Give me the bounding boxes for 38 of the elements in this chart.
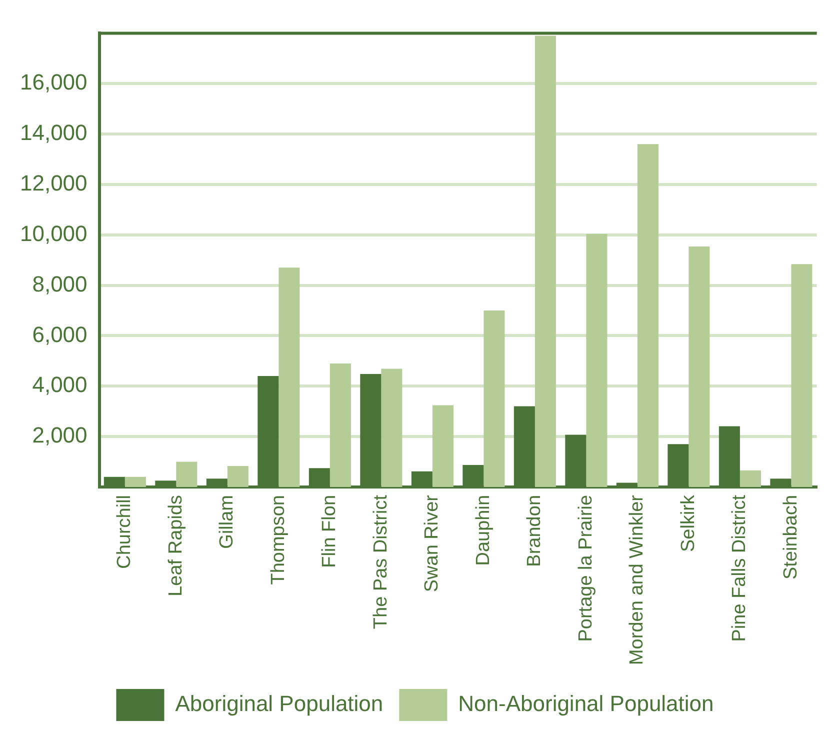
y-tick-label: 10,000	[20, 220, 88, 246]
bar	[124, 476, 146, 487]
bar	[534, 36, 556, 487]
y-tick-label: 14,000	[20, 120, 88, 146]
x-tick-label: Dauphin	[472, 494, 494, 566]
bar	[484, 310, 505, 487]
y-tick-label: 8,000	[32, 271, 88, 296]
x-tick-label: Thompson	[268, 494, 289, 585]
x-tick-label: Swan River	[422, 494, 443, 592]
x-tick-label: Flin Flon	[319, 494, 340, 568]
bar	[227, 466, 248, 487]
bar	[176, 462, 198, 487]
bar	[637, 144, 658, 487]
x-tick-label: Morden and Winkler	[626, 494, 648, 666]
y-tick-label: 12,000	[20, 170, 88, 196]
x-tick-label: Leaf Rapids	[165, 494, 186, 596]
bar	[688, 246, 710, 487]
legend-label: Non-Aboriginal Population	[458, 691, 714, 716]
bar	[740, 470, 761, 487]
y-tick-label: 6,000	[32, 322, 88, 347]
bar	[330, 363, 351, 487]
x-tick-label: Portage la Prairie	[575, 494, 596, 642]
y-tick-label: 2,000	[32, 422, 88, 448]
bar	[791, 264, 812, 487]
x-tick-label: Selkirk	[678, 494, 699, 552]
bar	[278, 268, 300, 487]
bar	[586, 234, 608, 487]
x-tick-label: Pine Falls District	[729, 494, 750, 642]
y-tick-label: 4,000	[32, 372, 88, 398]
x-tick-label: Gillam	[216, 494, 238, 549]
x-tick-label: Churchill	[114, 494, 136, 569]
bar	[432, 405, 454, 487]
y-tick-label: 16,000	[20, 70, 88, 95]
bar	[381, 368, 402, 487]
x-tick-label: Brandon	[524, 494, 546, 567]
x-tick-label: Steinbach	[780, 494, 802, 580]
legend-label: Aboriginal Population	[175, 691, 384, 716]
x-tick-label: The Pas District	[370, 494, 392, 630]
